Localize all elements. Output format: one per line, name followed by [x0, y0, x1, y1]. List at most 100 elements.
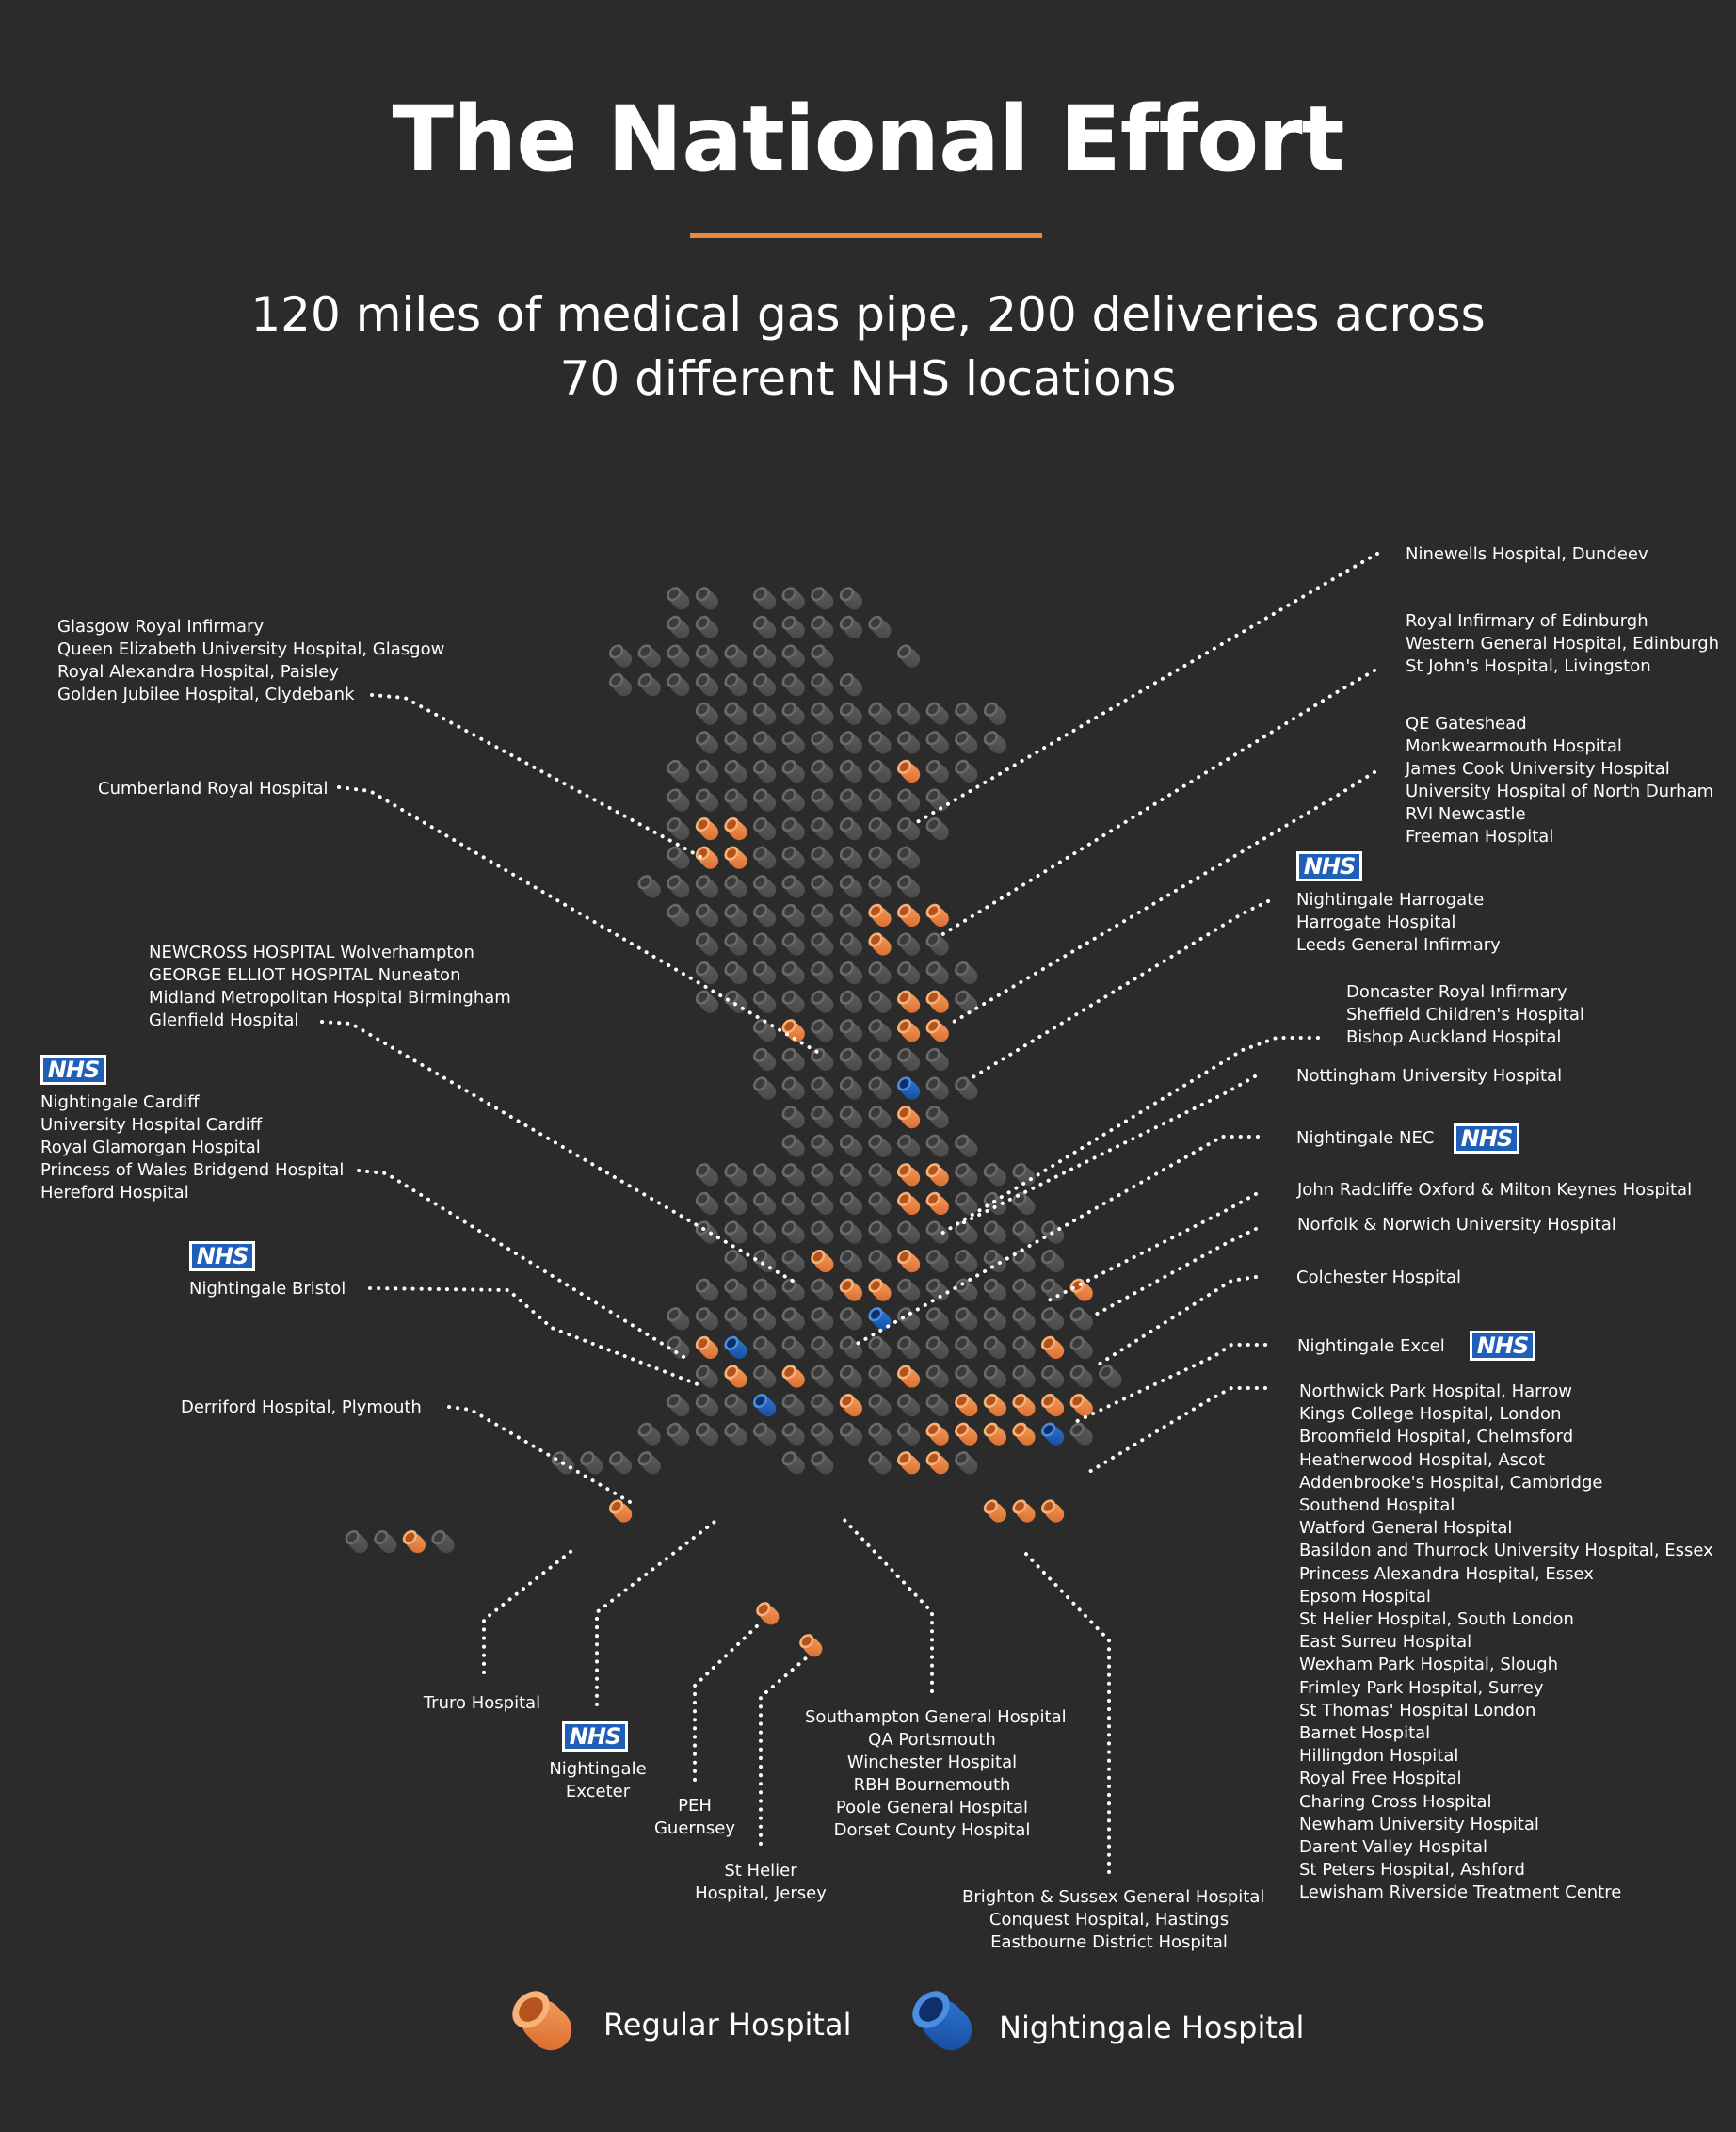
pipe-4-1	[695, 702, 718, 725]
pipe-27-14	[1069, 1365, 1093, 1388]
pipe-27-5	[811, 1365, 834, 1388]
pipe-24-8	[896, 1278, 921, 1301]
pipe-11-7	[868, 903, 892, 927]
pipe-cornwall--11	[345, 1529, 368, 1554]
pipe-21-12	[1012, 1191, 1036, 1215]
pipe-4-4	[781, 702, 805, 725]
pipe-22-8	[896, 1220, 921, 1244]
pipe-south-11	[983, 1499, 1006, 1523]
pipe-20-5	[811, 1163, 834, 1187]
pipe-21-3	[752, 1191, 777, 1215]
pipe-25-7	[868, 1307, 892, 1331]
pipe-13-3	[752, 961, 777, 985]
label-excel: Nightingale Excel	[1297, 1336, 1445, 1356]
pipe-25-3	[752, 1307, 777, 1331]
pipe-10-0	[667, 875, 690, 898]
pipe-21-11	[983, 1191, 1006, 1215]
label-cumberland: Cumberland Royal Hospital	[98, 779, 329, 799]
pipe-4-9	[925, 702, 949, 725]
pipe-8-2	[724, 816, 747, 841]
pipe-21-8	[896, 1191, 921, 1215]
pipe-22-4	[781, 1220, 805, 1244]
pipe-16-4	[781, 1047, 805, 1071]
pipe-17-3	[752, 1076, 777, 1100]
nhs-logo-cardiff: NHS	[40, 1055, 106, 1085]
pipe-17-10	[955, 1076, 978, 1100]
pipe-5-2	[724, 731, 747, 754]
pipe-30--1	[637, 1451, 661, 1475]
pipe-3-3	[752, 672, 777, 697]
pipe-8-3	[752, 816, 777, 841]
pipe-24-7	[868, 1278, 892, 1301]
pipe-30-5	[811, 1451, 834, 1475]
pipe-jersey	[799, 1634, 823, 1657]
pipe-12-2	[724, 932, 747, 956]
pipe-27-8	[896, 1365, 921, 1388]
pipe-10-2	[724, 875, 747, 898]
pipe-22-7	[868, 1220, 892, 1244]
pipe-11-1	[695, 903, 718, 927]
pipe-9-2	[724, 846, 747, 869]
leader-colchester	[1092, 1275, 1258, 1369]
pipe-7-5	[811, 788, 834, 812]
pipe-10--1	[637, 875, 661, 898]
leader-cumberland	[337, 785, 819, 1054]
pipe-27-9	[925, 1365, 949, 1388]
pipe-9-8	[896, 846, 921, 869]
pipe-19-5	[811, 1134, 834, 1157]
pipe-29-12	[1012, 1422, 1036, 1446]
pipe-23-5	[811, 1249, 834, 1273]
pipe-8-8	[896, 816, 921, 841]
leader-truro	[482, 1549, 573, 1674]
pipe-30--2	[608, 1451, 633, 1475]
pipe-2-5	[811, 644, 834, 668]
legend-nightingale-icon	[912, 1991, 972, 2051]
leader-guernsey	[693, 1621, 763, 1782]
pipe-14-1	[695, 990, 718, 1013]
pipe-24-6	[839, 1278, 862, 1301]
pipe-18-6	[839, 1105, 862, 1129]
pipe-22-9	[925, 1220, 949, 1244]
pipe-25-1	[695, 1307, 718, 1331]
pipe-7-3	[752, 788, 777, 812]
pipe-13-7	[868, 961, 892, 985]
pipe-24-3	[752, 1278, 777, 1301]
pipe-29-7	[868, 1422, 892, 1446]
pipe-23-7	[868, 1249, 892, 1273]
pipe-29-8	[896, 1422, 921, 1446]
pipe-23-13	[1040, 1249, 1065, 1273]
leader-lines	[320, 552, 1379, 1874]
pipe-20-11	[983, 1163, 1006, 1187]
pipe-4-3	[752, 702, 777, 725]
leader-brighton	[1020, 1547, 1111, 1874]
pipe-26-9	[925, 1335, 949, 1359]
pipe-28-5	[811, 1393, 834, 1417]
pipe-8-0	[667, 816, 690, 841]
leader-norwich	[1090, 1227, 1258, 1318]
pipe-20-1	[695, 1163, 718, 1187]
pipe-6-4	[781, 759, 805, 783]
pipe-1-7	[868, 615, 892, 638]
pipe-0-6	[839, 587, 862, 610]
pipe-8-1	[695, 816, 718, 841]
pipe-4-2	[724, 702, 747, 725]
label-midlands: NEWCROSS HOSPITAL Wolverhampton GEORGE EL…	[149, 943, 511, 1030]
pipe-8-4	[781, 816, 805, 841]
leader-edinburgh	[940, 669, 1376, 937]
pipe-7-0	[667, 788, 690, 812]
pipe-26-11	[983, 1335, 1006, 1359]
pipe-7-6	[839, 788, 862, 812]
pipe-20-3	[752, 1163, 777, 1187]
pipe-16-8	[896, 1047, 921, 1071]
pipe-26-12	[1012, 1335, 1036, 1359]
label-glasgow: Glasgow Royal Infirmary Queen Elizabeth U…	[57, 617, 445, 704]
pipe-16-9	[925, 1047, 949, 1071]
pipe-13-1	[695, 961, 718, 985]
pipe-4-6	[839, 702, 862, 725]
leader-london	[1083, 1386, 1267, 1477]
pipe-30--3	[580, 1451, 603, 1475]
subtitle-line-2: 70 different NHS locations	[559, 351, 1177, 406]
pipe-28-1	[695, 1393, 718, 1417]
pipe-17-6	[839, 1076, 862, 1100]
pipe-12-8	[896, 932, 921, 956]
